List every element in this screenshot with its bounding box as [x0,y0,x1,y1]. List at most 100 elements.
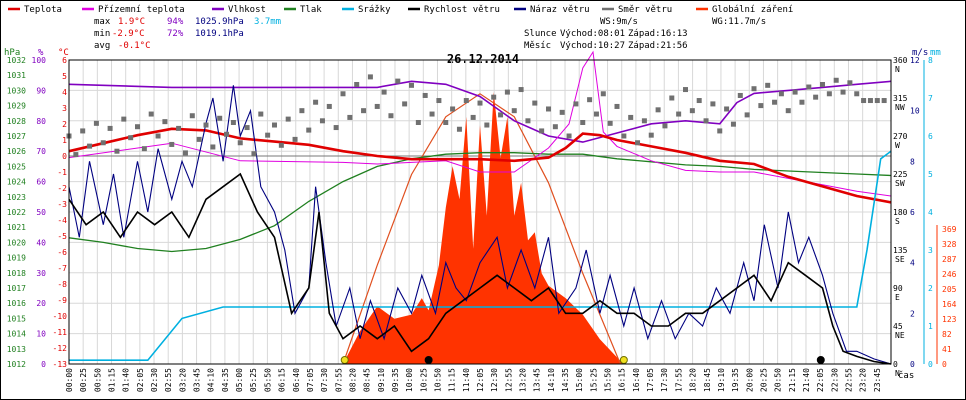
hpa-tick-label: 1023 [7,193,26,202]
wind-dir-point [840,89,846,95]
x-tick-label: 06:15 [278,368,287,392]
wind-dir-point [230,119,236,125]
x-tick-label: 18:20 [689,368,698,392]
wind-dir-point [381,89,387,95]
legend-label: Tlak [300,5,322,15]
temp-tick-label: 0 [62,152,67,161]
legend-label: Rychlost větru [424,5,500,15]
wind-speed-line [68,172,892,365]
legend-label: Směr větru [618,5,672,15]
wm2-tick-label: 369 [942,225,957,234]
stat-min-temp: -2.9°C [112,29,145,39]
wind-dir-point [388,113,394,119]
wm2-tick-label: 205 [942,285,957,294]
x-tick-label: 22:05 [816,368,825,392]
x-tick-label: 07:05 [306,368,315,392]
ms-tick-label: 4 [910,259,915,268]
dir-letter-label: NW [895,103,905,112]
stat-max-press: 1025.9hPa [195,17,244,27]
wind-dir-point [813,94,819,100]
x-tick-label: 11:15 [448,368,457,392]
temp-tick-label: -11 [53,328,68,337]
x-tick-label: 15:50 [604,368,613,392]
hpa-tick-label: 1012 [7,360,26,369]
mm-tick-label: 3 [928,246,933,255]
x-tick-label: 03:20 [178,368,187,392]
temperature-line [68,127,892,204]
moon-rise: Východ:10:27 [560,41,625,51]
astro-event-marker [424,356,433,364]
wind-dir-point [340,91,346,97]
x-tick-label: 21:15 [788,368,797,392]
dir-tick-label: 90 [893,284,903,293]
x-tick-label: 06:40 [292,368,301,392]
wind-dir-point [861,98,867,104]
plot-area [66,50,892,365]
wind-dir-point [292,136,298,142]
dir-tick-label: 270 [893,132,908,141]
temp-tick-label: 3 [62,104,67,113]
temp-tick-label: -2 [57,184,67,193]
wind-dir-point [409,82,414,88]
wind-dir-point [224,131,230,137]
x-tick-label: 03:45 [193,368,202,392]
x-tick-label: 10:25 [419,368,428,392]
temp-tick-label: -1 [57,168,67,177]
hpa-tick-label: 1014 [7,330,26,339]
wm2-tick-label: 164 [942,300,957,309]
wind-dir-point [655,107,661,113]
wind-dir-point [306,127,312,133]
astro-event-marker [816,356,825,364]
x-tick-label: 16:40 [632,368,641,392]
temp-tick-label: 5 [62,72,67,81]
wind-dir-point [121,116,127,122]
chart-title: 26.12.2014 [447,52,519,66]
wind-dir-point [662,123,668,129]
dir-tick-label: 45 [893,322,903,331]
stat-min-hum: 72% [167,29,184,39]
sun-set: Západ:16:13 [628,29,688,39]
wind-dir-point [278,142,284,148]
wind-dir-point [80,128,86,134]
pct-tick-label: 100 [32,56,47,65]
axis-units: hPa % °C m/s mm čas [4,48,941,381]
astro-event-marker [619,356,628,364]
wind-dir-point [566,133,572,139]
temp-tick-label: 6 [62,56,67,65]
temp-tick-label: 2 [62,120,67,129]
wind-dir-point [210,144,216,150]
wind-dir-point [395,78,401,84]
pressure-line [68,152,892,253]
wind-dir-point [93,120,99,126]
temp-tick-label: -12 [53,344,68,353]
x-tick-label: 08:20 [348,368,357,392]
axes: 1012101310141015101610171018101910201021… [7,56,957,392]
wm2-tick-label: 0 [942,360,947,369]
wind-dir-point [683,87,688,93]
dir-letter-label: SE [895,255,905,264]
x-tick-label: 14:10 [547,368,556,392]
wind-dir-point [867,98,873,104]
hpa-tick-label: 1021 [7,223,26,232]
astro-block: WS:9m/s WG:11.7m/s Slunce Východ:08:01 Z… [524,17,766,51]
wind-dir-point [826,91,832,97]
wm2-tick-label: 82 [942,330,952,339]
temp-tick-label: -5 [57,232,67,241]
pct-tick-label: 10 [36,330,46,339]
wind-dir-point [470,114,476,120]
x-tick-label: 20:25 [759,368,768,392]
wind-dir-point [580,119,586,125]
wind-dir-point [710,101,716,107]
wind-dir-point [326,103,332,109]
wind-dir-point [443,119,449,125]
wind-dir-point [196,136,202,142]
hpa-tick-label: 1016 [7,299,26,308]
hpa-tick-label: 1017 [7,284,26,293]
unit-ms: m/s [912,48,928,58]
dir-tick-label: 360 [893,56,908,65]
x-tick-label: 11:40 [462,368,471,392]
wind-dir-point [347,114,353,120]
wind-dir-point [600,91,606,97]
x-tick-label: 01:15 [108,368,117,392]
x-tick-label: 09:10 [377,368,386,392]
